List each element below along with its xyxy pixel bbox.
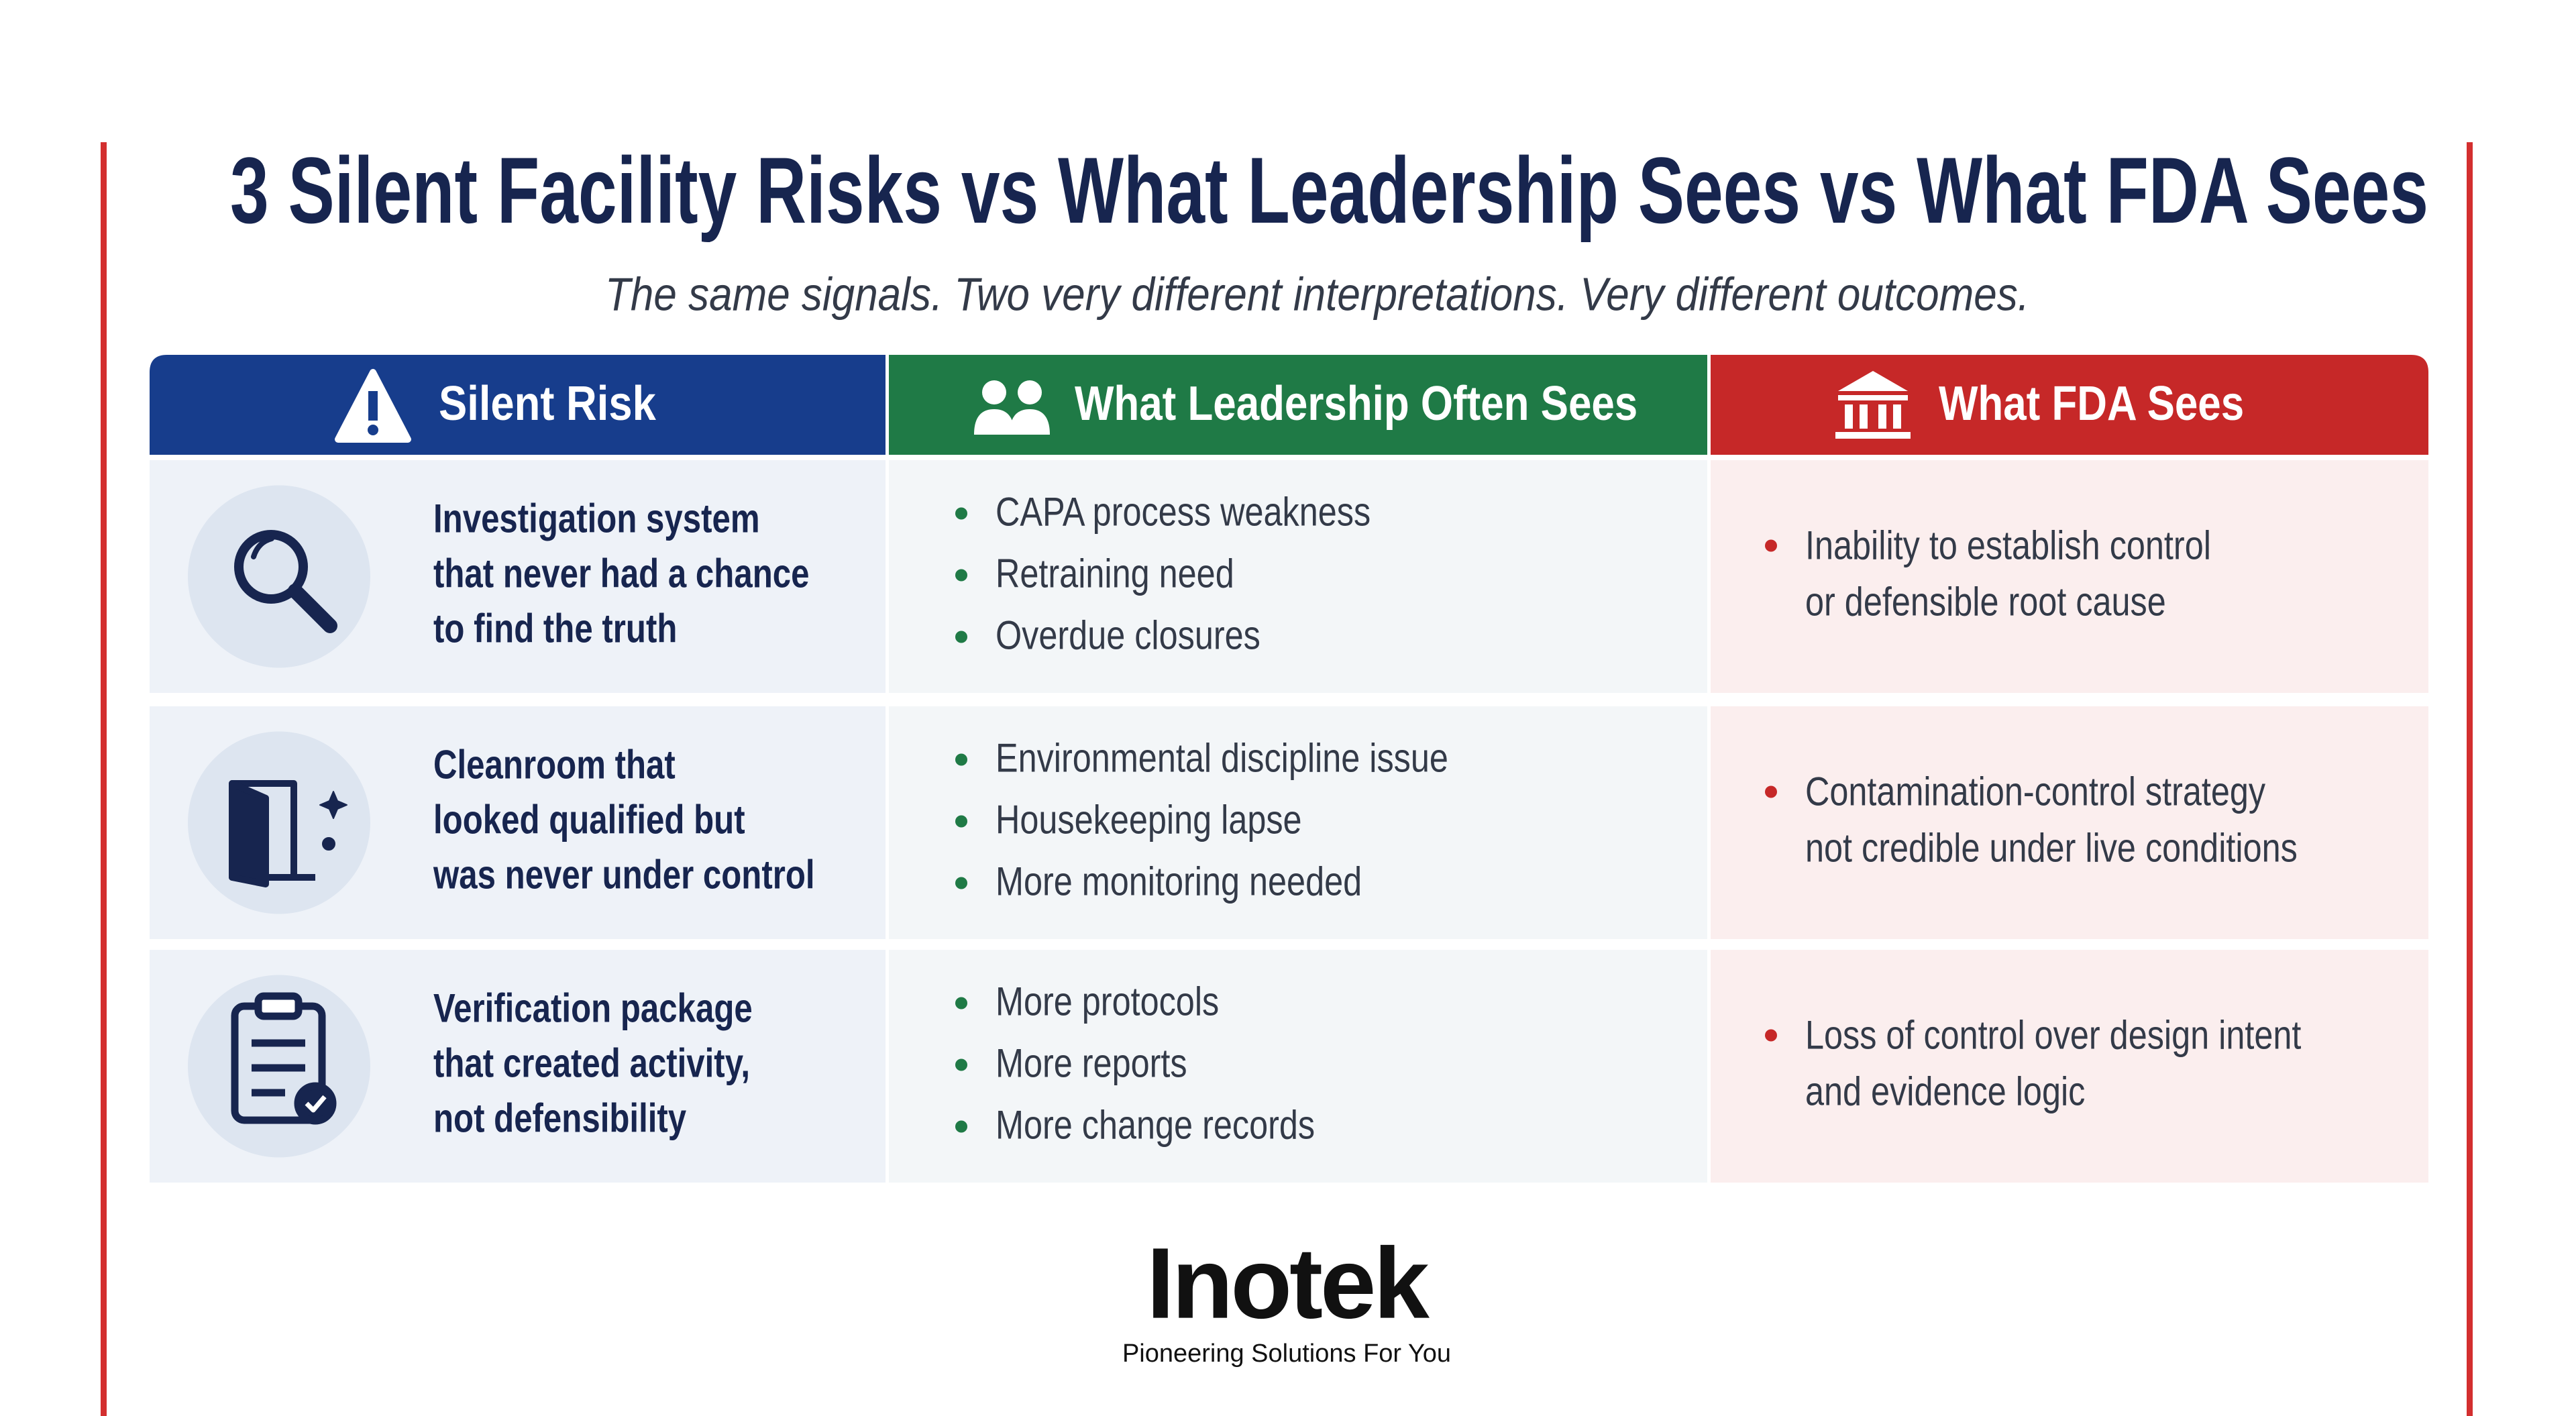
risk-text: Investigation system xyxy=(433,496,760,541)
icon-circle xyxy=(188,731,370,914)
bullet xyxy=(1765,539,1777,552)
fda-cell xyxy=(1711,706,2428,939)
fda-text: or defensible root cause xyxy=(1805,579,2166,624)
institution-icon xyxy=(1835,371,1911,439)
risk-text: looked qualified but xyxy=(433,797,745,842)
title: 3 Silent Facility Risks vs What Leadersh… xyxy=(230,138,2428,243)
risk-text: not defensibility xyxy=(433,1095,687,1141)
leadership-cell xyxy=(889,706,1707,939)
right-border xyxy=(2467,142,2473,1416)
bullet xyxy=(955,569,967,582)
leadership-item: Housekeeping lapse xyxy=(996,797,1302,842)
icon-circle xyxy=(188,485,370,668)
bullet xyxy=(955,997,967,1010)
risk-text: to find the truth xyxy=(433,606,677,651)
risk-text: Verification package xyxy=(433,985,753,1031)
risk-text: that created activity, xyxy=(433,1040,750,1086)
left-border xyxy=(101,142,107,1416)
leadership-item: Environmental discipline issue xyxy=(996,735,1448,780)
fda-cell xyxy=(1711,950,2428,1183)
bullet xyxy=(955,1120,967,1133)
magnifier-icon xyxy=(234,530,337,633)
logo: Inotek xyxy=(1146,1227,1430,1340)
leadership-item: More protocols xyxy=(996,979,1219,1024)
people-icon xyxy=(974,380,1050,435)
leadership-item: More monitoring needed xyxy=(996,859,1362,904)
leadership-item: More change records xyxy=(996,1102,1315,1147)
bullet xyxy=(1765,1029,1777,1042)
fda-text: Contamination-control strategy xyxy=(1805,769,2265,814)
table-body: Investigation system that never had a cha… xyxy=(150,460,2428,1183)
header-label: What Leadership Often Sees xyxy=(1075,377,1638,431)
warning-icon xyxy=(335,369,411,443)
header-cell xyxy=(887,355,1709,455)
header-label: Silent Risk xyxy=(439,377,656,431)
leadership-item: Retraining need xyxy=(996,551,1234,596)
risk-text: was never under control xyxy=(433,852,815,897)
header-label: What FDA Sees xyxy=(1939,377,2244,431)
row-divider xyxy=(150,939,2428,947)
divider xyxy=(1707,355,1711,1184)
bullet xyxy=(955,631,967,643)
risk-text: that never had a chance xyxy=(433,551,809,596)
fda-text: Loss of control over design intent xyxy=(1805,1012,2301,1057)
tagline: Pioneering Solutions For You xyxy=(1122,1340,1451,1368)
leadership-cell xyxy=(889,460,1707,693)
bullet xyxy=(955,1058,967,1071)
clipboard-icon xyxy=(231,992,337,1125)
fda-text: not credible under live conditions xyxy=(1805,825,2298,870)
row-divider xyxy=(150,693,2428,701)
leadership-item: CAPA process weakness xyxy=(996,489,1371,534)
risk-text: Cleanroom that xyxy=(433,742,676,787)
fda-cell xyxy=(1711,460,2428,693)
header-cell xyxy=(1709,355,2428,455)
bullet xyxy=(955,815,967,828)
subtitle: The same signals. Two very different int… xyxy=(605,268,2029,320)
door-icon xyxy=(229,780,347,887)
leadership-item: More reports xyxy=(996,1040,1187,1085)
divider xyxy=(885,355,889,1184)
fda-text: Inability to establish control xyxy=(1805,523,2211,567)
fda-text: and evidence logic xyxy=(1805,1069,2085,1113)
bullet xyxy=(955,507,967,520)
bullet xyxy=(955,753,967,766)
leadership-cell xyxy=(889,950,1707,1183)
header-cell xyxy=(150,355,887,455)
leadership-item: Overdue closures xyxy=(996,612,1260,657)
bullet xyxy=(955,877,967,889)
bullet xyxy=(1765,785,1777,798)
